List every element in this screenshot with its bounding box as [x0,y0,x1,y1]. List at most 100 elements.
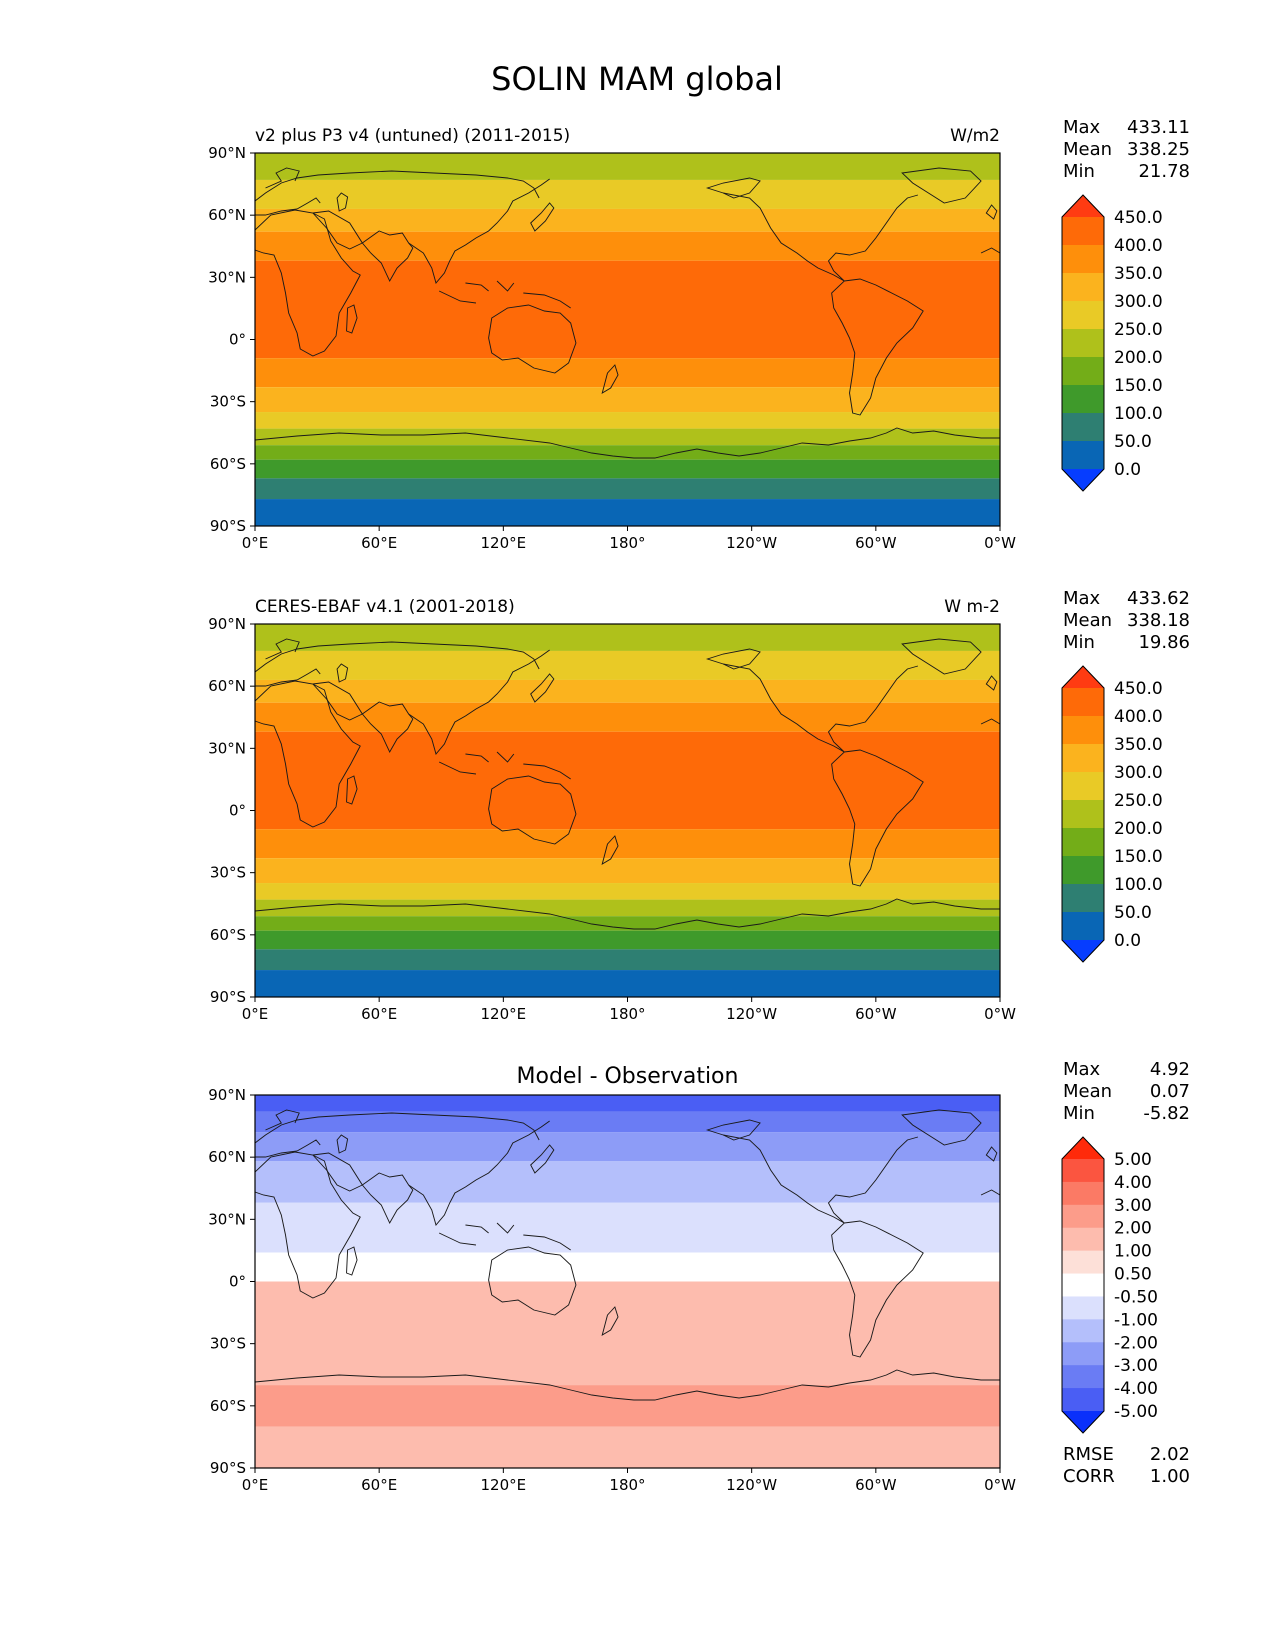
stat-value: 4.92 [1150,1059,1190,1080]
field-band [255,445,1000,460]
stat-label: Mean [1063,610,1112,631]
colorbar-label: -4.00 [1114,1379,1158,1399]
colorbar-label: -0.50 [1114,1287,1158,1307]
x-tick-label: 60°W [855,534,897,552]
stat-label: Min [1063,161,1095,182]
y-tick-label: 0° [229,802,246,820]
x-tick-label: 180° [609,534,645,552]
field-band [255,949,1000,971]
colorbar-segment [1062,441,1104,470]
colorbar-segment [1062,856,1104,885]
colorbar-outline [1061,1136,1105,1434]
y-tick-label: 60°S [210,926,246,944]
stat-value: 19.86 [1138,632,1190,653]
stat-value: -5.82 [1143,1103,1190,1124]
y-tick-label: 60°N [208,206,246,224]
map-field [255,624,1000,997]
stat-label: Max [1063,588,1101,609]
field-band [255,428,1000,446]
stat-value: 433.62 [1127,588,1190,609]
x-tick-label: 60°E [361,1005,397,1023]
field-band [255,970,1000,997]
colorbar-label: 4.00 [1114,1173,1152,1193]
y-tick-label: 30°N [208,739,246,757]
field-band [255,1095,1000,1112]
colorbar-segment [1062,1159,1104,1183]
field-band [255,179,1000,209]
colorbar: 5.00 4.00 3.00 2.00 1.00 0.50-0.50 -1.00 -2.00 -… [1061,1136,1158,1434]
colorbar-label: 200.0 [1114,819,1163,839]
x-tick-label: 120°W [726,1005,777,1023]
colorbar-label: 250.0 [1114,791,1163,811]
x-tick-label: 120°E [481,534,527,552]
y-tick-label: 90°S [210,517,246,535]
y-tick-label: 90°N [208,144,246,162]
y-tick-label: 30°S [210,1335,246,1353]
stat-value: 338.25 [1127,139,1190,160]
colorbar-label: -1.00 [1114,1310,1158,1330]
colorbar-label: 450.0 [1114,208,1163,228]
x-tick-label: 0°W [984,1476,1016,1494]
x-tick-label: 0°W [984,1005,1016,1023]
colorbar-extend-min [1062,1411,1104,1433]
colorbar-label: 2.00 [1114,1219,1152,1239]
colorbar-label: 350.0 [1114,735,1163,755]
field-band [255,1281,1000,1386]
footer-stat-label: RMSE [1063,1444,1114,1465]
field-band [255,153,1000,180]
field-band [255,1132,1000,1162]
colorbar-segment [1062,1273,1104,1297]
y-tick-label: 60°N [208,1148,246,1166]
colorbar-label: 5.00 [1114,1150,1152,1170]
colorbar-segment [1062,1250,1104,1275]
stat-value: 0.07 [1150,1081,1190,1102]
colorbar-extend-max [1062,666,1104,688]
colorbar-label: -5.00 [1114,1402,1158,1422]
colorbar-label: 350.0 [1114,264,1163,284]
colorbar-label: 300.0 [1114,763,1163,783]
x-tick-label: 60°W [855,1476,897,1494]
field-band [255,899,1000,917]
x-tick-label: 120°E [481,1005,527,1023]
colorbar-label: 50.0 [1114,432,1152,452]
colorbar-segment [1062,1181,1104,1206]
field-band [255,624,1000,651]
y-tick-label: 90°N [208,1086,246,1104]
field-band [255,731,1000,830]
colorbar-segment [1062,1342,1104,1366]
field-band [255,1111,1000,1133]
colorbar-segment [1062,1296,1104,1320]
colorbar-extend-max [1062,195,1104,217]
colorbar-segment [1062,716,1104,745]
colorbar-label: 250.0 [1114,320,1163,340]
colorbar-segment [1062,1227,1104,1252]
y-tick-label: 30°S [210,864,246,882]
colorbar-segment [1062,744,1104,773]
colorbar-segment [1062,1388,1104,1412]
colorbar-extend-max [1062,1137,1104,1159]
colorbar-extend-min [1062,940,1104,962]
field-band [255,231,1000,261]
figure-title: SOLIN MAM global [491,60,783,98]
colorbar: 450.0 400.0 350.0 300.0 250.0 200.0 150.0 100.0… [1061,194,1163,492]
field-band [255,829,1000,859]
colorbar-outline [1061,665,1105,963]
colorbar: 450.0 400.0 350.0 300.0 250.0 200.0 150.0 100.0… [1061,665,1163,963]
colorbar-label: 150.0 [1114,376,1163,396]
colorbar-label: -2.00 [1114,1333,1158,1353]
x-tick-label: 120°E [481,1476,527,1494]
panel-units: W m-2 [944,597,1000,617]
field-band [255,459,1000,479]
colorbar-label: -3.00 [1114,1356,1158,1376]
y-tick-label: 30°N [208,268,246,286]
map-field [255,153,1000,526]
y-tick-label: 60°S [210,1397,246,1415]
colorbar-outline [1061,194,1105,492]
y-tick-label: 90°S [210,988,246,1006]
stat-value: 21.78 [1138,161,1190,182]
y-tick-label: 60°S [210,455,246,473]
x-tick-label: 120°W [726,534,777,552]
colorbar-segment [1062,413,1104,442]
footer-stat-label: CORR [1063,1466,1115,1487]
